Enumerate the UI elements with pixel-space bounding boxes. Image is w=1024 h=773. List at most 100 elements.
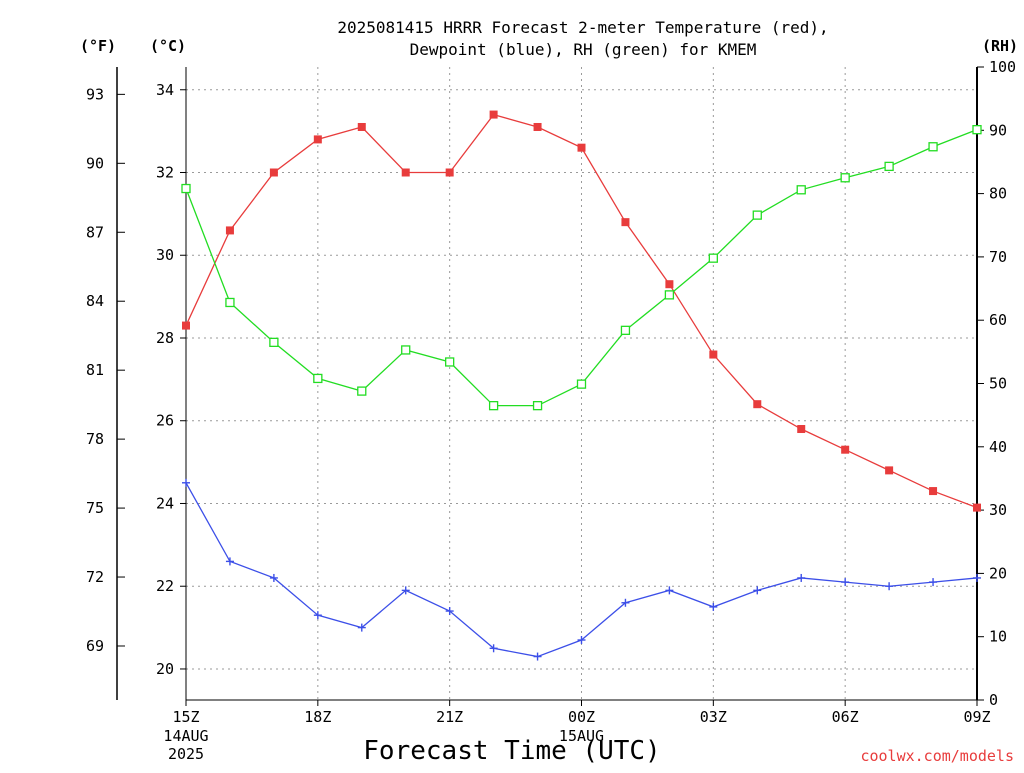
rh-tick-label: 40 [989,438,1007,456]
temperature-point [753,400,762,409]
axes [116,66,984,706]
rh-tick-label: 90 [989,121,1007,139]
rh-tick-label: 60 [989,311,1007,329]
temperature-point [797,425,806,434]
x-tick-sublabel: 15AUG [559,727,604,745]
rh-point [532,401,543,411]
rh-point [269,337,279,348]
fahrenheit-tick-label: 84 [86,292,104,310]
x-tick-sublabel: 14AUG [163,727,208,745]
fahrenheit-tick-label: 78 [86,430,104,448]
temperature-point [841,445,850,454]
temperature-point [885,466,894,475]
dewpoint-point [929,578,938,587]
rh-point [708,253,718,263]
rh-point [928,142,938,152]
dewpoint-point [665,586,674,595]
temperature-point [182,321,190,330]
fahrenheit-tick-label: 90 [86,154,104,172]
celsius-tick-label: 28 [156,329,174,347]
dewpoint-point [182,478,190,487]
x-axis-label: Forecast Time (UTC) [363,736,660,766]
celsius-unit-label: (°C) [150,37,186,55]
chart-title-line-1: 2025081415 HRRR Forecast 2-meter Tempera… [337,18,828,37]
dewpoint-point [445,607,454,616]
celsius-tick-label: 26 [156,412,174,430]
rh-point [225,297,235,308]
dewpoint-point [269,573,278,582]
fahrenheit-tick-label: 93 [86,85,104,103]
celsius-tick-label: 22 [156,577,174,595]
rh-point [840,173,850,183]
rh-point [796,185,806,195]
temperature-point [929,487,938,496]
temperature-series-line [185,113,978,509]
rh-point [313,373,323,384]
temperature-point [489,110,498,119]
rh-tick-label: 20 [989,564,1007,582]
dewpoint-point [841,578,850,587]
fahrenheit-tick-label: 81 [86,361,104,379]
rh-unit-label: (RH) [982,37,1018,55]
rh-point [357,386,367,396]
rh-point [884,161,894,172]
rh-tick-label: 50 [989,375,1007,393]
rh-point [488,401,499,411]
rh-point [620,325,631,335]
temperature-point [621,218,630,227]
dewpoint-point [401,586,410,595]
rh-point [401,345,411,355]
x-tick-label: 18Z [304,708,331,726]
celsius-tick-label: 30 [156,246,174,264]
data-series [181,110,982,661]
rh-point [752,210,762,220]
temperature-point [973,503,981,512]
x-tick-label: 03Z [700,708,727,726]
temperature-point [313,135,322,144]
temperature-point [269,168,278,177]
dewpoint-point [357,623,366,632]
rh-point [664,290,675,300]
dewpoint-point [621,598,630,607]
rh-tick-label: 0 [989,691,998,709]
dewpoint-point [225,557,234,566]
rh-tick-label: 80 [989,185,1007,203]
x-tick-label: 21Z [436,708,463,726]
temperature-point [709,350,718,359]
dewpoint-series-line [185,482,978,658]
celsius-tick-label: 34 [156,81,174,99]
rh-tick-label: 100 [989,58,1016,76]
fahrenheit-tick-label: 87 [86,223,104,241]
dewpoint-point [489,644,498,653]
fahrenheit-tick-label: 72 [86,568,104,586]
dewpoint-point [973,573,981,582]
x-tick-label: 00Z [568,708,595,726]
dewpoint-point [753,586,762,595]
temperature-point [533,122,542,131]
temperature-point [225,226,234,235]
temperature-point [357,122,366,131]
temperature-point [445,168,454,177]
temperature-point [577,143,586,152]
temperature-point [401,168,410,177]
dewpoint-point [709,602,718,611]
dewpoint-point [313,611,322,620]
rh-point [576,379,587,389]
rh-point [445,357,455,367]
fahrenheit-unit-label: (°F) [80,37,116,55]
credit-label: coolwx.com/models [860,747,1014,765]
temperature-point [665,280,674,289]
rh-tick-label: 70 [989,248,1007,266]
x-tick-label: 06Z [832,708,859,726]
rh-point [972,125,982,135]
x-tick-label: 15Z [172,708,199,726]
rh-tick-label: 10 [989,628,1007,646]
rh-point [181,183,191,194]
dewpoint-point [577,636,586,645]
dewpoint-point [533,652,542,661]
x-tick-label: 09Z [963,708,990,726]
dewpoint-point [797,573,806,582]
fahrenheit-tick-label: 75 [86,499,104,517]
chart-title-line-2: Dewpoint (blue), RH (green) for KMEM [410,40,757,59]
